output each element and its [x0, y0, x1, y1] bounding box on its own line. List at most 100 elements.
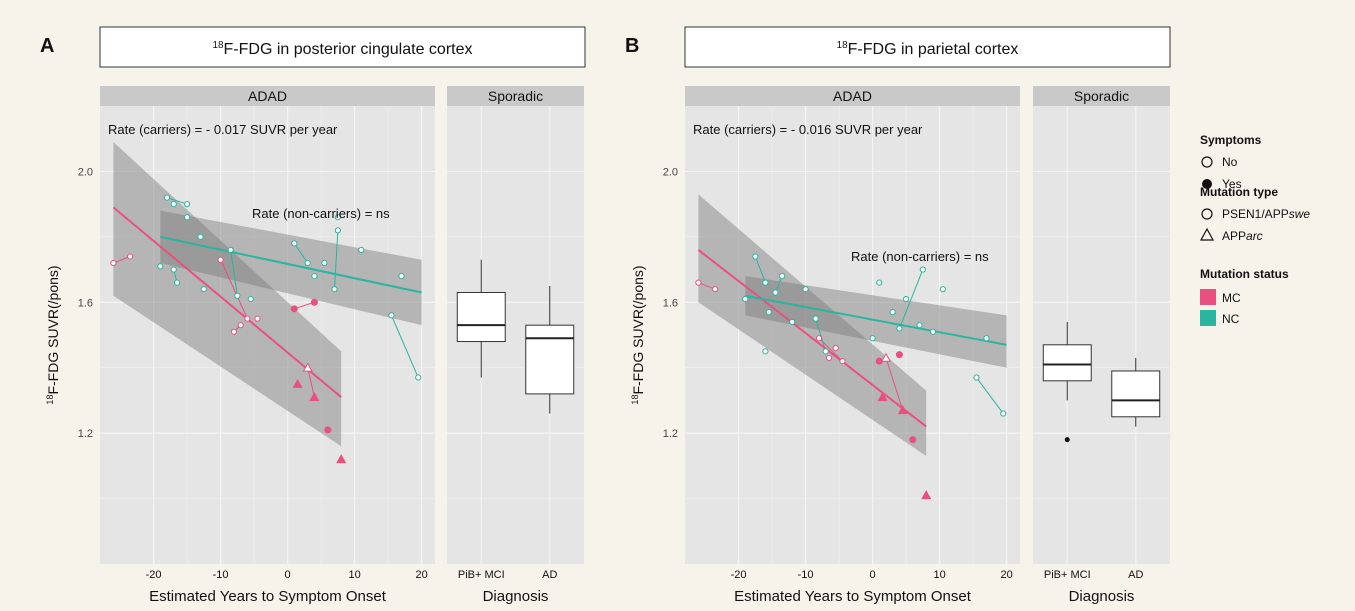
panel-b: B 18F-FDG in parietal cortex 18F-FDG SUVR(… [625, 26, 1171, 605]
nc-link [754, 256, 766, 283]
nc-data-point [173, 279, 181, 286]
category-tick-label: AD [542, 569, 557, 581]
legend-mutation-status-title: Mutation status [1200, 267, 1289, 281]
x-tick-label: -20 [731, 569, 747, 581]
x-tick-label: 20 [1000, 569, 1012, 581]
x-tick-label: 10 [933, 569, 945, 581]
adad-strip [100, 86, 435, 106]
legend-circle-shape-icon [1201, 208, 1213, 220]
nc-data-point [779, 273, 786, 280]
box [1042, 344, 1092, 382]
mc-link [294, 301, 315, 310]
nc-data-point [415, 374, 422, 381]
category-tick-label: PiB+ MCI [458, 569, 505, 581]
nc-data-point [939, 286, 947, 293]
nc-data-point [197, 233, 204, 240]
box [525, 324, 575, 395]
panel-letter: A [40, 35, 54, 57]
nc-data-point [762, 348, 769, 355]
nc-data-point [869, 335, 876, 342]
mc-data-point [324, 426, 332, 434]
mc-regression-line [697, 249, 927, 428]
nc-data-point [321, 259, 328, 267]
mc-data-point [825, 354, 833, 361]
nc-data-point [358, 246, 365, 254]
adad-strip-label: ADAD [833, 88, 872, 104]
nc-data-point [752, 253, 759, 260]
mc-data-point [695, 279, 702, 286]
legend-mutation-type-app: APParc [1222, 229, 1263, 243]
nc-data-point [983, 335, 990, 342]
mc-confidence-band [698, 194, 927, 457]
nc-data-point [184, 214, 191, 221]
nc-data-point [889, 309, 896, 316]
y-axis-label: 18F-FDG SUVR(/pons) [45, 265, 61, 404]
nc-data-point [311, 273, 318, 280]
y-tick-label: 1.6 [663, 297, 678, 309]
mc-confidence-band [113, 141, 342, 447]
nc-data-point [765, 309, 772, 316]
adad-strip [685, 86, 1020, 106]
nc-data-point [1000, 410, 1007, 417]
nc-data-point [234, 292, 241, 299]
y-axis-label: 18F-FDG SUVR(/pons) [630, 265, 646, 404]
x-tick-label: 10 [348, 569, 360, 581]
legend-psen1-text: PSEN1/APP [1222, 207, 1289, 221]
y-tick-label: 2.0 [78, 166, 93, 178]
x-tick-label: 20 [415, 569, 427, 581]
nc-data-point [331, 286, 338, 293]
nc-data-point [919, 266, 926, 273]
legend-mutation-type-title: Mutation type [1200, 185, 1278, 199]
mc-data-point [897, 405, 908, 415]
nc-data-point [184, 201, 191, 208]
nc-data-point [227, 246, 234, 254]
y-axis-label-main: F-FDG SUVR(/pons) [630, 265, 646, 394]
diagnosis-axis-label: Diagnosis [483, 588, 549, 605]
nc-link [390, 315, 419, 378]
adad-strip-label: ADAD [248, 88, 287, 104]
mc-data-point [839, 358, 846, 365]
nc-data-point [157, 263, 164, 270]
nc-data-point [398, 273, 405, 280]
nc-data-point [973, 374, 980, 381]
y-tick-label: 1.2 [663, 428, 678, 440]
mc-data-point [254, 315, 261, 322]
mc-data-point [302, 362, 313, 372]
nc-data-point [903, 295, 910, 303]
legend-mc-label: MC [1222, 291, 1241, 305]
nc-confidence-band [745, 276, 1007, 368]
sporadic-strip-label: Sporadic [1074, 88, 1129, 104]
y-tick-label: 1.2 [78, 428, 93, 440]
mc-data-point [290, 305, 298, 313]
nc-data-point [334, 227, 341, 234]
x-axis-label: Estimated Years to Symptom Onset [734, 588, 972, 605]
nc-data-point [812, 315, 819, 322]
nc-data-point [772, 289, 779, 296]
mc-link [220, 259, 248, 319]
x-tick-label: -20 [146, 569, 162, 581]
panel-letter: B [625, 35, 639, 57]
mc-data-point [895, 351, 903, 359]
nc-data-point [163, 194, 171, 201]
legend-psen1-italic: swe [1289, 207, 1311, 221]
legend-symptoms-title: Symptoms [1200, 133, 1262, 147]
mc-data-point [880, 352, 892, 362]
legend-filled-circle-icon [1202, 179, 1212, 189]
sporadic-plot-area [1033, 106, 1170, 564]
panel-a: A 18F-FDG in posterior cingulate cortex18… [40, 26, 586, 605]
mc-data-point [832, 344, 839, 352]
nc-data-point [802, 286, 809, 293]
mc-data-point [217, 256, 224, 263]
legend-mutation-type-psen1: PSEN1/APPswe [1222, 207, 1310, 221]
chart-title: 18F-FDG in parietal cortex [837, 40, 1019, 58]
legend-app-text: APP [1222, 229, 1246, 243]
nc-regression-line [160, 235, 422, 294]
x-tick-label: -10 [213, 569, 229, 581]
mc-data-point [127, 253, 134, 260]
mc-data-point [815, 335, 823, 342]
mc-data-point [309, 391, 320, 402]
rate-carriers-annotation: Rate (carriers) = - 0.017 SUVR per year [108, 122, 338, 137]
box [456, 291, 506, 343]
nc-link [230, 249, 238, 296]
